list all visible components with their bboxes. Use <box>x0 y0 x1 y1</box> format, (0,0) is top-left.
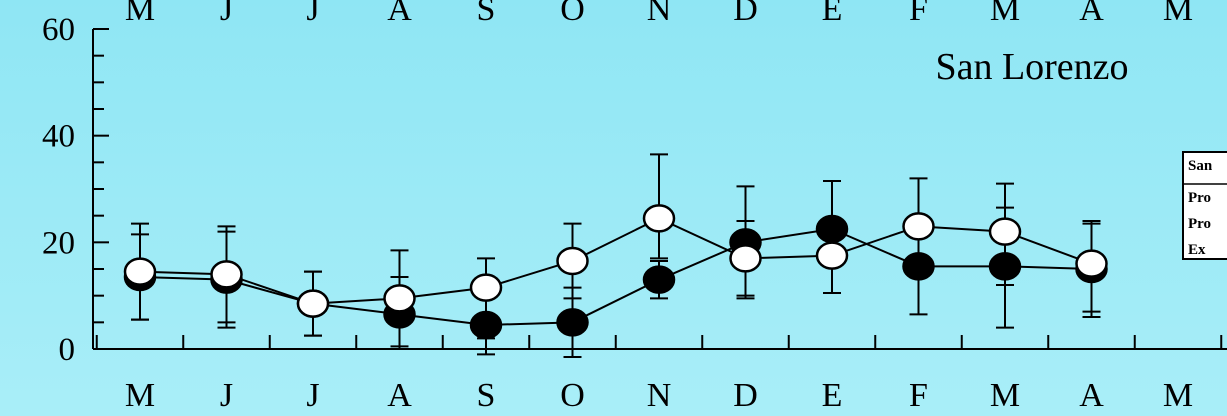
data-point <box>296 289 330 318</box>
data-point <box>123 257 157 286</box>
series-line <box>139 227 1092 327</box>
legend-entry: Pro <box>1188 190 1211 206</box>
series-layer <box>123 153 1108 358</box>
x-tick-label: M <box>1163 377 1193 414</box>
x-tick-label: N <box>647 377 672 414</box>
data-point <box>642 265 676 294</box>
top-month-label: N <box>647 0 672 28</box>
top-month-label: S <box>477 0 496 28</box>
top-month-label: M <box>990 0 1020 28</box>
legend-entry: San <box>1188 158 1213 174</box>
top-month-label: A <box>1079 0 1104 28</box>
data-point <box>469 310 503 340</box>
x-tick-label: A <box>387 377 412 414</box>
data-point <box>815 214 849 244</box>
legend-box <box>1182 151 1227 260</box>
top-month-label: D <box>733 0 758 28</box>
data-point <box>469 273 503 302</box>
data-point <box>210 260 243 289</box>
chart-title: San Lorenzo <box>935 46 1128 88</box>
y-tick-label: 20 <box>42 225 75 261</box>
top-month-label: F <box>909 0 928 28</box>
x-tick-label: O <box>560 377 585 414</box>
top-month-label: A <box>387 0 412 28</box>
x-tick-label: A <box>1079 377 1104 414</box>
data-point <box>988 217 1022 246</box>
data-point <box>729 244 762 273</box>
data-point <box>815 241 849 270</box>
top-month-label: J <box>306 0 319 28</box>
x-tick-label: E <box>822 377 843 414</box>
data-point <box>902 252 935 281</box>
x-tick-label: J <box>220 377 233 414</box>
top-month-label: J <box>220 0 233 28</box>
y-tick-label: 0 <box>59 332 76 368</box>
top-month-label: O <box>560 0 585 28</box>
data-point <box>556 308 589 337</box>
series-filled <box>131 180 1101 358</box>
data-point <box>902 212 935 241</box>
series-open <box>131 153 1101 350</box>
x-tick-label: J <box>306 377 319 414</box>
legend: San Pro Pro Ex <box>1182 151 1227 260</box>
x-tick-label: S <box>477 377 496 414</box>
axes: 0 20 40 60 M J J A S O N D E F M A M <box>42 12 1227 414</box>
y-tick-label: 40 <box>42 119 75 155</box>
top-month-label: M <box>1163 0 1193 28</box>
data-point <box>556 246 589 276</box>
x-tick-label: M <box>125 377 155 414</box>
y-tick-label: 60 <box>42 12 75 48</box>
x-tick-label: M <box>990 377 1020 414</box>
legend-entry: Pro <box>1188 216 1211 232</box>
x-tick-label: F <box>909 377 928 414</box>
series-line <box>139 217 1092 305</box>
x-tick-label: D <box>733 377 758 414</box>
data-point <box>383 284 416 313</box>
data-point <box>1075 249 1108 278</box>
legend-entry: Ex <box>1188 242 1206 258</box>
top-month-label: E <box>822 0 843 28</box>
top-month-label: M <box>125 0 155 28</box>
data-point <box>642 204 676 233</box>
data-point <box>988 252 1022 281</box>
